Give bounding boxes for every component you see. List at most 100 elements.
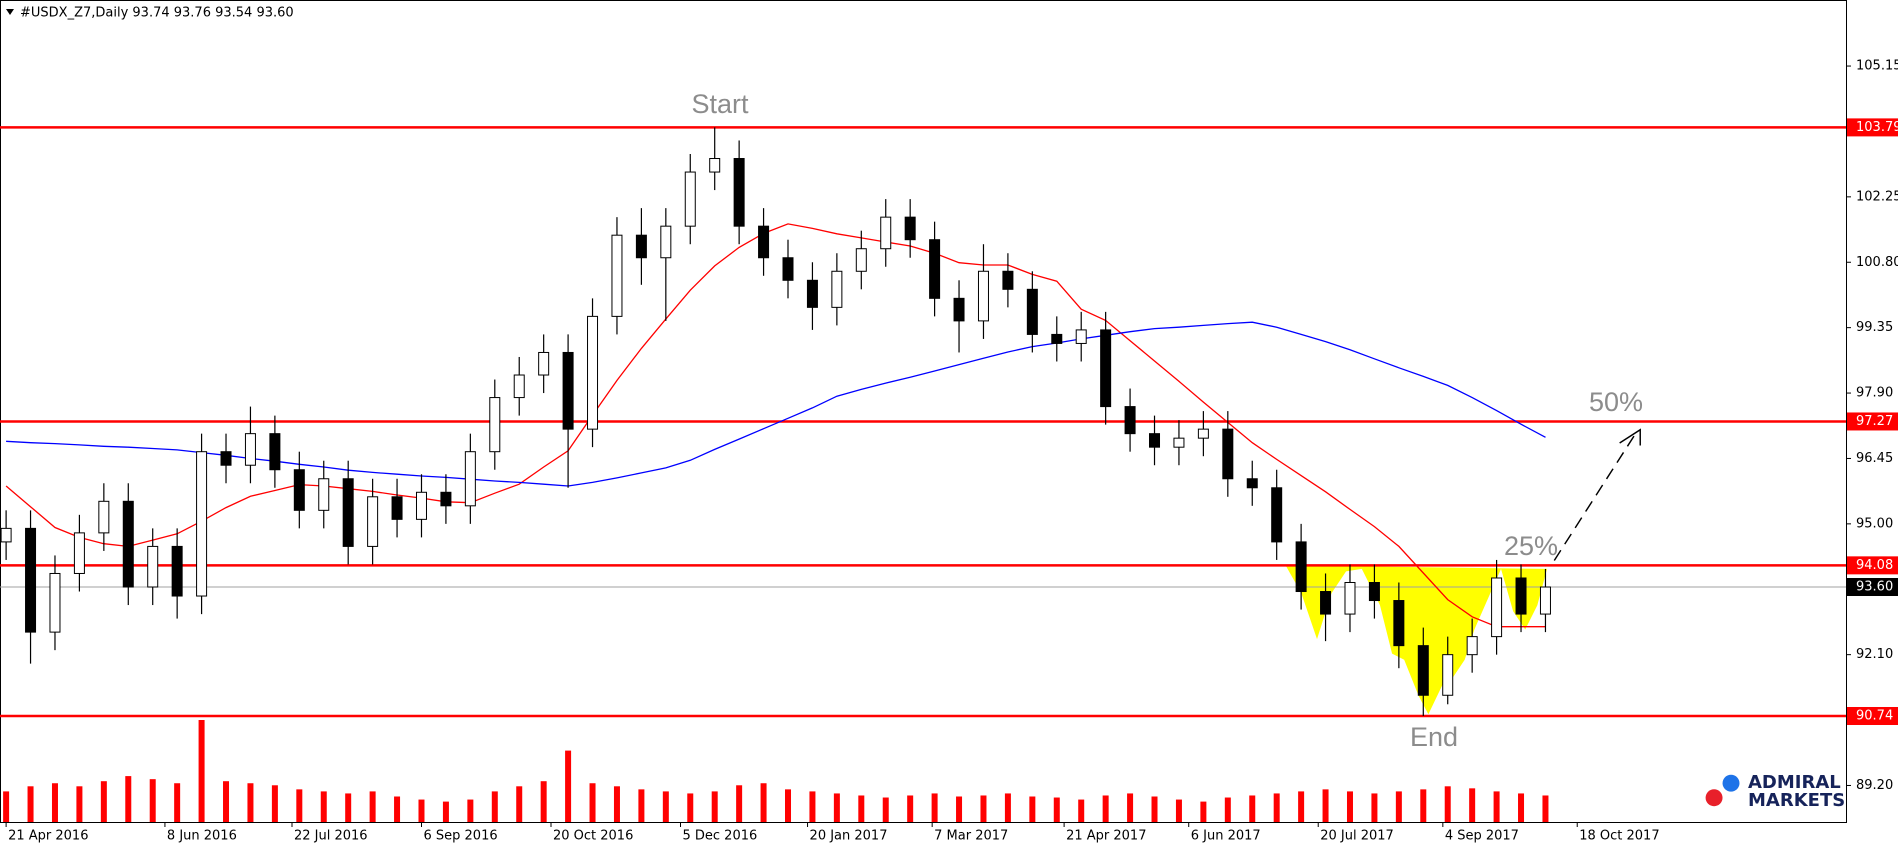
- volume-bar: [320, 791, 327, 822]
- candle-body: [318, 478, 330, 511]
- candle-body: [293, 469, 305, 511]
- volume-bar: [662, 791, 669, 822]
- volume-bar: [345, 793, 352, 822]
- candle-body: [929, 239, 941, 299]
- last-price-box: [1847, 578, 1898, 597]
- volume-bar: [736, 785, 743, 822]
- x-tick-label: 6 Jun 2017: [1191, 829, 1261, 844]
- candle-body: [758, 225, 770, 259]
- volume-bar: [1273, 793, 1280, 822]
- x-tick-label: 22 Jul 2016: [294, 829, 368, 844]
- volume-bar: [467, 799, 474, 822]
- candle-body: [342, 478, 354, 547]
- candle-body: [587, 315, 599, 430]
- volume-bar: [1395, 791, 1402, 822]
- volume-bar: [785, 789, 792, 822]
- volume-bar: [1249, 795, 1256, 822]
- start-label: Start: [691, 89, 749, 119]
- last-price-label: 93.60: [1856, 580, 1893, 595]
- target2-label: 50%: [1589, 387, 1643, 417]
- candle-body: [1075, 329, 1087, 344]
- candle-body: [1466, 636, 1478, 656]
- candle-body: [0, 527, 12, 543]
- logo-text: ADMIRAL: [1748, 772, 1841, 793]
- candle-body: [513, 374, 525, 399]
- x-tick-label: 8 Jun 2016: [167, 829, 237, 844]
- volume-bar: [1542, 795, 1549, 822]
- candle-body: [171, 545, 183, 597]
- candle-body: [660, 225, 672, 259]
- plot-frame: [0, 0, 1847, 823]
- logo-text: MARKETS: [1748, 790, 1845, 811]
- volume-bar: [931, 793, 938, 822]
- candle-body: [147, 545, 159, 588]
- volume-bar: [1322, 789, 1329, 822]
- volume-bar: [1346, 791, 1353, 822]
- volume-bar: [271, 785, 278, 822]
- y-tick-label: 97.90: [1856, 386, 1893, 401]
- x-tick-label: 5 Dec 2016: [682, 829, 757, 844]
- candle-body: [562, 351, 574, 430]
- volume-bar: [149, 779, 156, 822]
- candle-body: [1417, 645, 1429, 696]
- x-tick-label: 7 Mar 2017: [934, 829, 1008, 844]
- level-label: 103.79: [1856, 120, 1898, 135]
- candle-body: [831, 270, 843, 308]
- x-tick-label: 20 Jan 2017: [810, 829, 888, 844]
- candle-body: [1442, 654, 1454, 696]
- volume-bar: [418, 799, 425, 822]
- pattern-layer: [1285, 428, 1740, 807]
- volume-bar: [711, 791, 718, 822]
- volume-bar: [1224, 797, 1231, 822]
- candle-body: [806, 279, 818, 308]
- candle-body: [1295, 541, 1307, 593]
- volume-bar: [27, 786, 34, 822]
- candle-body: [1491, 577, 1503, 638]
- candle-body: [464, 451, 476, 507]
- candle-body: [1197, 428, 1209, 439]
- candle-body: [244, 433, 256, 466]
- candle-body: [73, 532, 85, 574]
- inverse-head-shoulders: [1285, 565, 1548, 715]
- logo-dot-blue: [1722, 774, 1740, 792]
- y-tick-label: 102.25: [1856, 189, 1898, 204]
- moving-average: [5, 223, 1546, 628]
- candle-body: [1026, 288, 1038, 335]
- moving-average: [6, 321, 1546, 487]
- volume-bar: [858, 795, 865, 822]
- level-label: 94.08: [1856, 558, 1893, 573]
- volume-bar: [1469, 788, 1476, 822]
- candle-body: [1100, 329, 1112, 408]
- candle-body: [855, 248, 867, 272]
- candle-body: [1051, 333, 1063, 344]
- candle-body: [1344, 581, 1356, 615]
- y-tick-label: 96.45: [1856, 451, 1893, 466]
- volume-bar: [1102, 795, 1109, 822]
- candle-body: [977, 270, 989, 322]
- volume-bar: [223, 781, 230, 822]
- candle-body: [1002, 270, 1014, 290]
- volume-bar: [1029, 796, 1036, 822]
- x-tick-label: 20 Jul 2017: [1320, 829, 1394, 844]
- candle-body: [25, 527, 37, 633]
- projection-arrow: [1553, 435, 1635, 561]
- x-tick-label: 6 Sep 2016: [423, 829, 497, 844]
- candle-body: [538, 351, 550, 376]
- candle-body: [98, 500, 110, 534]
- end-label: End: [1410, 722, 1458, 752]
- volume-bar: [1518, 793, 1525, 822]
- volume-bar: [687, 793, 694, 822]
- candle-body: [1515, 577, 1527, 615]
- candle-body: [391, 496, 403, 520]
- volume-bar: [296, 789, 303, 822]
- candle-body: [415, 491, 427, 520]
- target1-label: 25%: [1504, 531, 1558, 561]
- candle-body: [1173, 437, 1185, 448]
- volume-bar: [1200, 801, 1207, 822]
- volume-bar: [442, 801, 449, 822]
- volume-bar: [907, 795, 914, 822]
- candle-body: [953, 297, 965, 322]
- y-tick-label: 100.80: [1856, 255, 1898, 270]
- candle-body: [1222, 428, 1234, 480]
